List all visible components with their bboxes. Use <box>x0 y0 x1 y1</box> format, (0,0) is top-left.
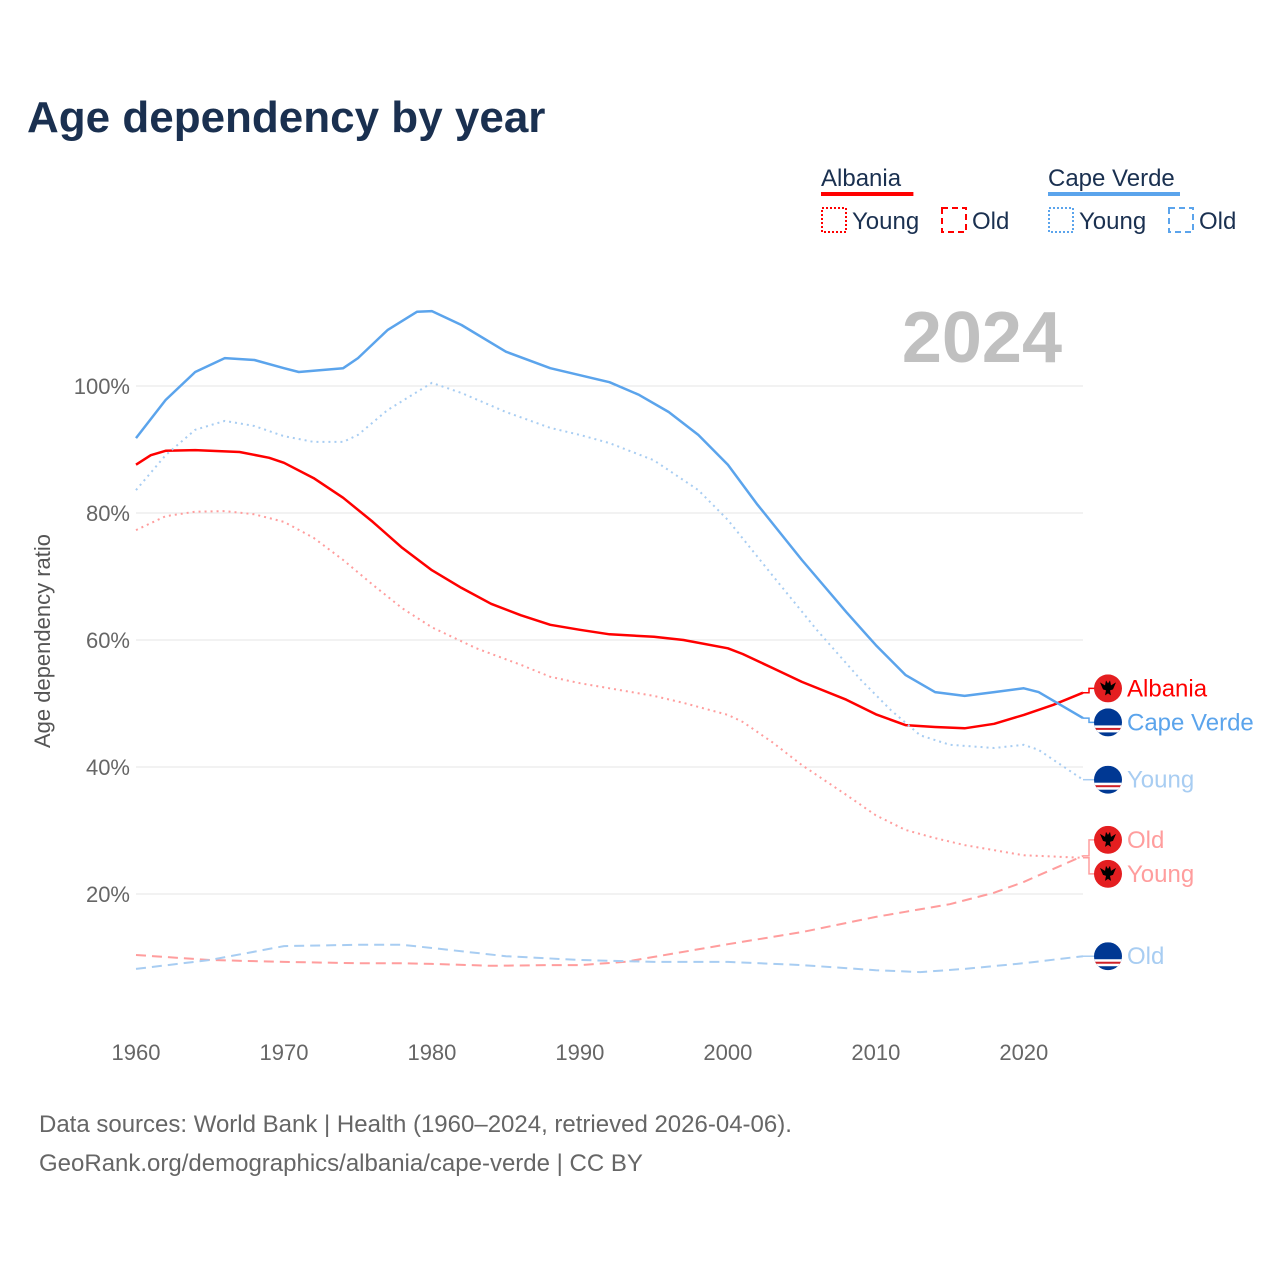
y-axis-label: Age dependency ratio <box>30 534 55 748</box>
legend-dashed-swatch <box>1168 207 1194 233</box>
chart-title: Age dependency by year <box>27 93 545 142</box>
flag-stripe <box>1094 727 1122 730</box>
x-tick-label: 1990 <box>555 1040 604 1065</box>
legend-item-label: Old <box>972 208 1009 235</box>
albania-flag-icon <box>1094 859 1122 888</box>
x-tick-label: 2000 <box>703 1040 752 1065</box>
cape-verde-flag-icon <box>1094 708 1122 737</box>
x-tick-label: 1960 <box>112 1040 161 1065</box>
flag-shape <box>1094 674 1122 703</box>
flag-shape <box>1094 942 1122 971</box>
series-line-cape-verde-old <box>135 943 1084 974</box>
legend-country-label: Albania <box>821 165 902 192</box>
flag-shape <box>1094 825 1122 854</box>
series-line-albania-young <box>135 510 1084 859</box>
label-connector <box>1083 857 1095 875</box>
eagle-icon <box>1100 865 1116 881</box>
y-tick-label: 100% <box>74 374 130 399</box>
y-axis: 20% 40% 60% 80% 100% <box>74 374 130 907</box>
series-end-labels: Albania Cape Verde Young Old Young Old <box>1083 674 1254 971</box>
x-axis: 1960 1970 1980 1990 2000 2010 2020 <box>112 1040 1049 1065</box>
legend-item-label: Young <box>852 208 919 235</box>
label-connector <box>1083 717 1095 724</box>
x-tick-label: 2010 <box>851 1040 900 1065</box>
series-line-cape-verde-young <box>135 381 1084 781</box>
legend-country-label: Cape Verde <box>1048 165 1175 192</box>
y-tick-label: 80% <box>86 501 130 526</box>
legend: Albania Young Old Cape Verde Young Old <box>821 165 1236 235</box>
x-tick-label: 1980 <box>407 1040 456 1065</box>
legend-solid-swatch <box>821 192 914 196</box>
flag-stripe <box>1094 961 1122 964</box>
y-tick-label: 40% <box>86 755 130 780</box>
series-label: Old <box>1127 943 1164 970</box>
legend-item-label: Young <box>1079 208 1146 235</box>
footer-source: Data sources: World Bank | Health (1960–… <box>39 1111 792 1138</box>
series-line-cape-verde <box>135 309 1084 720</box>
flag-shape <box>1094 765 1122 794</box>
albania-flag-icon <box>1094 674 1122 703</box>
cape-verde-flag-icon <box>1094 765 1122 794</box>
label-connector <box>1083 839 1095 857</box>
flag-shape <box>1094 859 1122 888</box>
series-lines <box>135 309 1084 974</box>
legend-solid-swatch <box>1048 192 1180 196</box>
legend-dotted-swatch <box>1048 207 1074 233</box>
flag-stripe <box>1094 785 1122 788</box>
year-watermark: 2024 <box>902 298 1062 378</box>
legend-dotted-swatch <box>821 207 847 233</box>
y-tick-label: 60% <box>86 628 130 653</box>
series-label: Young <box>1127 767 1194 794</box>
legend-dashed-swatch <box>941 207 967 233</box>
x-tick-label: 2020 <box>999 1040 1048 1065</box>
flag-shape <box>1094 708 1122 737</box>
grid <box>136 385 1083 895</box>
series-label: Cape Verde <box>1127 709 1254 736</box>
x-tick-label: 1970 <box>259 1040 308 1065</box>
series-label: Young <box>1127 861 1194 888</box>
eagle-icon <box>1100 680 1116 696</box>
series-line-albania <box>135 448 1084 730</box>
y-tick-label: 20% <box>86 882 130 907</box>
series-label: Old <box>1127 827 1164 854</box>
label-connector <box>1083 687 1095 694</box>
cape-verde-flag-icon <box>1094 942 1122 971</box>
footer-link[interactable]: GeoRank.org/demographics/albania/cape-ve… <box>39 1150 643 1177</box>
series-label: Albania <box>1127 675 1208 702</box>
legend-item-label: Old <box>1199 208 1236 235</box>
series-line-albania-old <box>135 854 1084 967</box>
eagle-icon <box>1100 831 1116 847</box>
albania-flag-icon <box>1094 825 1122 854</box>
